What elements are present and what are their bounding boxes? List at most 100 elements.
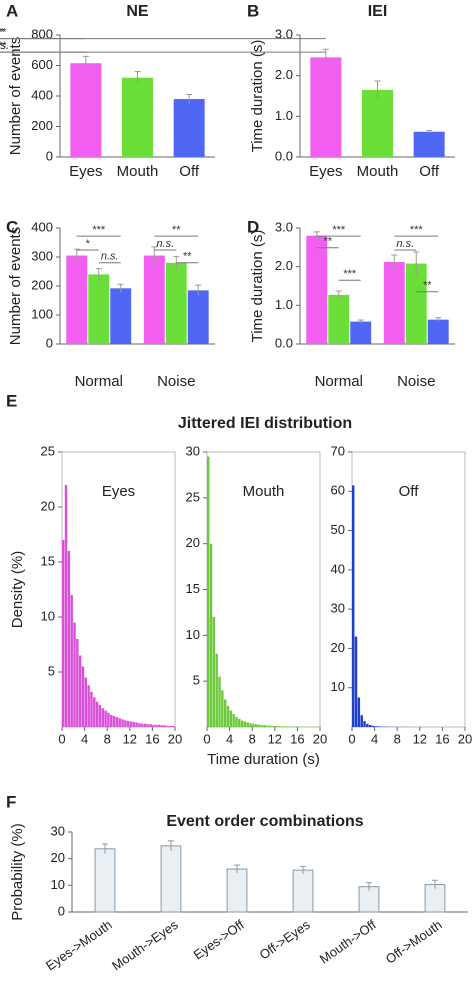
histogram-bar bbox=[269, 725, 272, 727]
x-tick-label: Off bbox=[419, 163, 440, 180]
y-tick-label: 30 bbox=[331, 601, 345, 616]
histogram-bar bbox=[152, 724, 155, 727]
histogram-bar bbox=[209, 543, 213, 727]
y-axis-label: Number of events bbox=[7, 37, 24, 155]
histogram-bar bbox=[141, 723, 144, 727]
histogram-bar bbox=[124, 720, 127, 727]
series-name: Eyes bbox=[102, 483, 135, 500]
histogram-bar bbox=[266, 725, 269, 727]
bar bbox=[160, 845, 182, 913]
x-tick-label: Off->Mouth bbox=[383, 917, 445, 967]
histogram-bar bbox=[98, 705, 102, 727]
histogram-bar bbox=[352, 485, 355, 727]
histogram-bar bbox=[218, 676, 221, 727]
histogram-bar bbox=[70, 595, 73, 727]
histogram-bar bbox=[155, 724, 158, 727]
bar bbox=[110, 288, 132, 344]
bar bbox=[306, 235, 328, 344]
x-tick-label: 12 bbox=[268, 731, 282, 746]
histogram-bar bbox=[260, 725, 264, 727]
series-name: Off bbox=[399, 483, 420, 500]
significance-label: * bbox=[0, 40, 3, 52]
histogram-bar bbox=[84, 677, 88, 727]
significance-label: n.s. bbox=[0, 40, 9, 52]
histogram-bar bbox=[93, 697, 96, 727]
significance-label: ** bbox=[423, 280, 432, 292]
histogram-bar bbox=[149, 724, 152, 727]
y-tick-label: 3.0 bbox=[275, 26, 293, 41]
y-tick-label: 200 bbox=[31, 277, 53, 292]
y-tick-label: 20 bbox=[186, 535, 200, 550]
histogram-bar bbox=[158, 724, 161, 727]
y-tick-label: 200 bbox=[31, 118, 53, 133]
x-tick-label: Normal bbox=[315, 373, 363, 390]
bar bbox=[310, 57, 342, 157]
bar bbox=[94, 848, 116, 913]
histogram-bar bbox=[67, 551, 71, 727]
y-tick-label: 60 bbox=[331, 483, 345, 498]
x-tick-label: 12 bbox=[123, 731, 137, 746]
histogram-bar bbox=[215, 653, 218, 727]
bar bbox=[88, 274, 110, 344]
x-tick-label: Eyes bbox=[309, 163, 342, 180]
x-tick-label: Mouth bbox=[117, 163, 159, 180]
y-tick-label: 40 bbox=[331, 561, 345, 576]
y-tick-label: 20 bbox=[331, 640, 345, 655]
histogram-bar bbox=[107, 712, 110, 727]
x-tick-label: Noise bbox=[157, 373, 195, 390]
panel-label: F bbox=[6, 792, 16, 811]
histogram-bar bbox=[368, 725, 372, 727]
x-tick-label: 8 bbox=[394, 731, 401, 746]
x-tick-label: Mouth->Eyes bbox=[109, 917, 181, 974]
histogram-bar bbox=[374, 726, 378, 727]
x-tick-label: Eyes bbox=[69, 163, 102, 180]
x-tick-label: 4 bbox=[226, 731, 233, 746]
histogram-bar bbox=[166, 725, 169, 727]
y-tick-label: 1.0 bbox=[275, 297, 293, 312]
x-tick-label: 20 bbox=[168, 731, 182, 746]
histogram-bar bbox=[238, 718, 241, 727]
histogram-bar bbox=[62, 540, 65, 727]
y-tick-label: 25 bbox=[186, 489, 200, 504]
significance-label: *** bbox=[332, 224, 346, 236]
histogram-bar bbox=[207, 456, 210, 727]
x-tick-label: 0 bbox=[203, 731, 210, 746]
bar bbox=[328, 294, 350, 344]
significance-label: n.s. bbox=[156, 238, 174, 250]
histogram-bar bbox=[101, 708, 104, 727]
histogram-bar bbox=[277, 726, 281, 727]
histogram-bar bbox=[255, 724, 258, 727]
histogram-bar bbox=[87, 685, 90, 727]
y-tick-label: 2.0 bbox=[275, 67, 293, 82]
x-tick-label: 16 bbox=[435, 731, 449, 746]
x-tick-label: 4 bbox=[81, 731, 88, 746]
histogram-bar bbox=[274, 726, 278, 727]
y-tick-label: 0 bbox=[46, 335, 53, 350]
y-axis-label: Time duration (s) bbox=[249, 40, 266, 153]
y-tick-label: 30 bbox=[51, 823, 65, 838]
histogram-bar bbox=[257, 724, 261, 727]
x-tick-label: 0 bbox=[58, 731, 65, 746]
y-tick-label: 400 bbox=[31, 219, 53, 234]
y-tick-label: 50 bbox=[331, 522, 345, 537]
histogram-bar bbox=[172, 725, 175, 727]
y-tick-label: 30 bbox=[186, 443, 200, 458]
y-tick-label: 100 bbox=[31, 306, 53, 321]
histogram-bar bbox=[146, 724, 150, 727]
histogram-bar bbox=[363, 721, 366, 727]
y-tick-label: 5 bbox=[193, 673, 200, 688]
significance-label: n.s. bbox=[0, 40, 9, 52]
histogram-bar bbox=[240, 720, 244, 727]
chart-title: Event order combinations bbox=[166, 813, 363, 830]
y-tick-label: 0 bbox=[58, 903, 65, 918]
y-tick-label: 0.0 bbox=[275, 335, 293, 350]
histogram-bar bbox=[235, 716, 238, 727]
bar bbox=[405, 263, 427, 344]
bar bbox=[350, 321, 372, 344]
y-tick-label: 15 bbox=[186, 581, 200, 596]
y-axis-label: Time duration (s) bbox=[249, 230, 266, 343]
histogram-bar bbox=[81, 666, 85, 727]
significance-label: *** bbox=[0, 27, 7, 39]
y-tick-label: 1.0 bbox=[275, 108, 293, 123]
histogram-bar bbox=[112, 716, 116, 727]
